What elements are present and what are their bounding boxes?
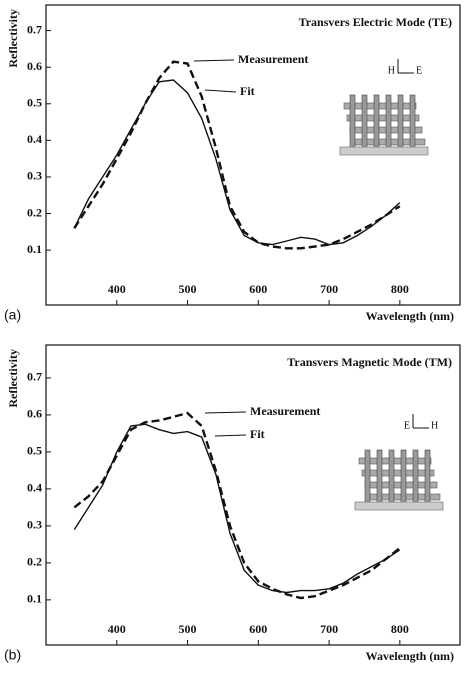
y-tick-label: 0.2 (27, 555, 42, 569)
x-tick-label: 600 (249, 282, 267, 296)
x-tick-label: 800 (391, 622, 409, 636)
y-tick-label: 0.5 (27, 444, 42, 458)
chart-title: Transvers Magnetic Mode (TM) (287, 355, 452, 369)
inset-post (385, 94, 392, 151)
inset-label: H (388, 65, 395, 76)
y-tick-label: 0.1 (27, 592, 42, 606)
data-line (73, 79, 401, 246)
y-tick-label: 0.2 (27, 205, 42, 219)
y-tick-label: 0.5 (27, 96, 42, 110)
x-tick-label: 500 (179, 282, 197, 296)
inset-structure (339, 94, 429, 156)
data-line (73, 411, 401, 600)
inset-post (397, 94, 404, 151)
x-tick-label: 400 (108, 622, 126, 636)
y-tick-label: 0.3 (27, 169, 42, 183)
inset-post (364, 449, 371, 506)
y-axis-label: Reflectivity (6, 9, 20, 68)
x-axis-label: Wavelength (nm) (366, 649, 454, 663)
panel-label: (b) (4, 647, 21, 663)
plot-frame (45, 344, 461, 646)
inset-label: E (416, 65, 422, 76)
inset-base (339, 146, 429, 156)
legend-leader (204, 89, 237, 93)
x-tick-label: 800 (391, 282, 409, 296)
inset-base (354, 501, 444, 511)
x-tick-label: 400 (108, 282, 126, 296)
legend-leader (214, 434, 247, 437)
x-tick-label: 700 (320, 622, 338, 636)
inset-label: E (404, 420, 410, 431)
inset-bar (361, 469, 435, 477)
panel-label: (a) (4, 307, 21, 323)
inset-post (400, 449, 407, 506)
data-line (73, 423, 401, 594)
inset-bar (346, 114, 420, 122)
legend-leader (193, 59, 235, 62)
x-tick-label: 700 (320, 282, 338, 296)
chart-title: Transvers Electric Mode (TE) (299, 15, 452, 29)
legend-label: Fit (250, 427, 265, 441)
y-tick-label: 0.4 (27, 481, 42, 495)
inset-bar (343, 102, 417, 110)
x-tick-label: 600 (249, 622, 267, 636)
inset-post (388, 449, 395, 506)
x-axis-label: Wavelength (nm) (366, 309, 454, 323)
y-axis-label: Reflectivity (6, 349, 20, 408)
inset-post (376, 449, 383, 506)
inset-label: H (431, 420, 438, 431)
y-tick-label: 0.7 (27, 370, 42, 384)
inset-post (361, 94, 368, 151)
y-tick-label: 0.6 (27, 59, 42, 73)
inset-post (424, 449, 431, 506)
legend-label: Measurement (238, 52, 308, 66)
legend-label: Measurement (250, 404, 320, 418)
inset-post (409, 94, 416, 151)
data-line (73, 60, 401, 250)
plot-frame (45, 4, 461, 306)
inset-post (373, 94, 380, 151)
y-tick-label: 0.6 (27, 407, 42, 421)
inset-bar (358, 457, 432, 465)
y-tick-label: 0.1 (27, 242, 42, 256)
y-tick-label: 0.7 (27, 22, 42, 36)
inset-post (349, 94, 356, 151)
inset-structure (354, 449, 444, 511)
y-tick-label: 0.4 (27, 132, 42, 146)
legend-label: Fit (240, 84, 255, 98)
x-tick-label: 500 (179, 622, 197, 636)
inset-post (412, 449, 419, 506)
y-tick-label: 0.3 (27, 518, 42, 532)
legend-leader (204, 411, 247, 414)
